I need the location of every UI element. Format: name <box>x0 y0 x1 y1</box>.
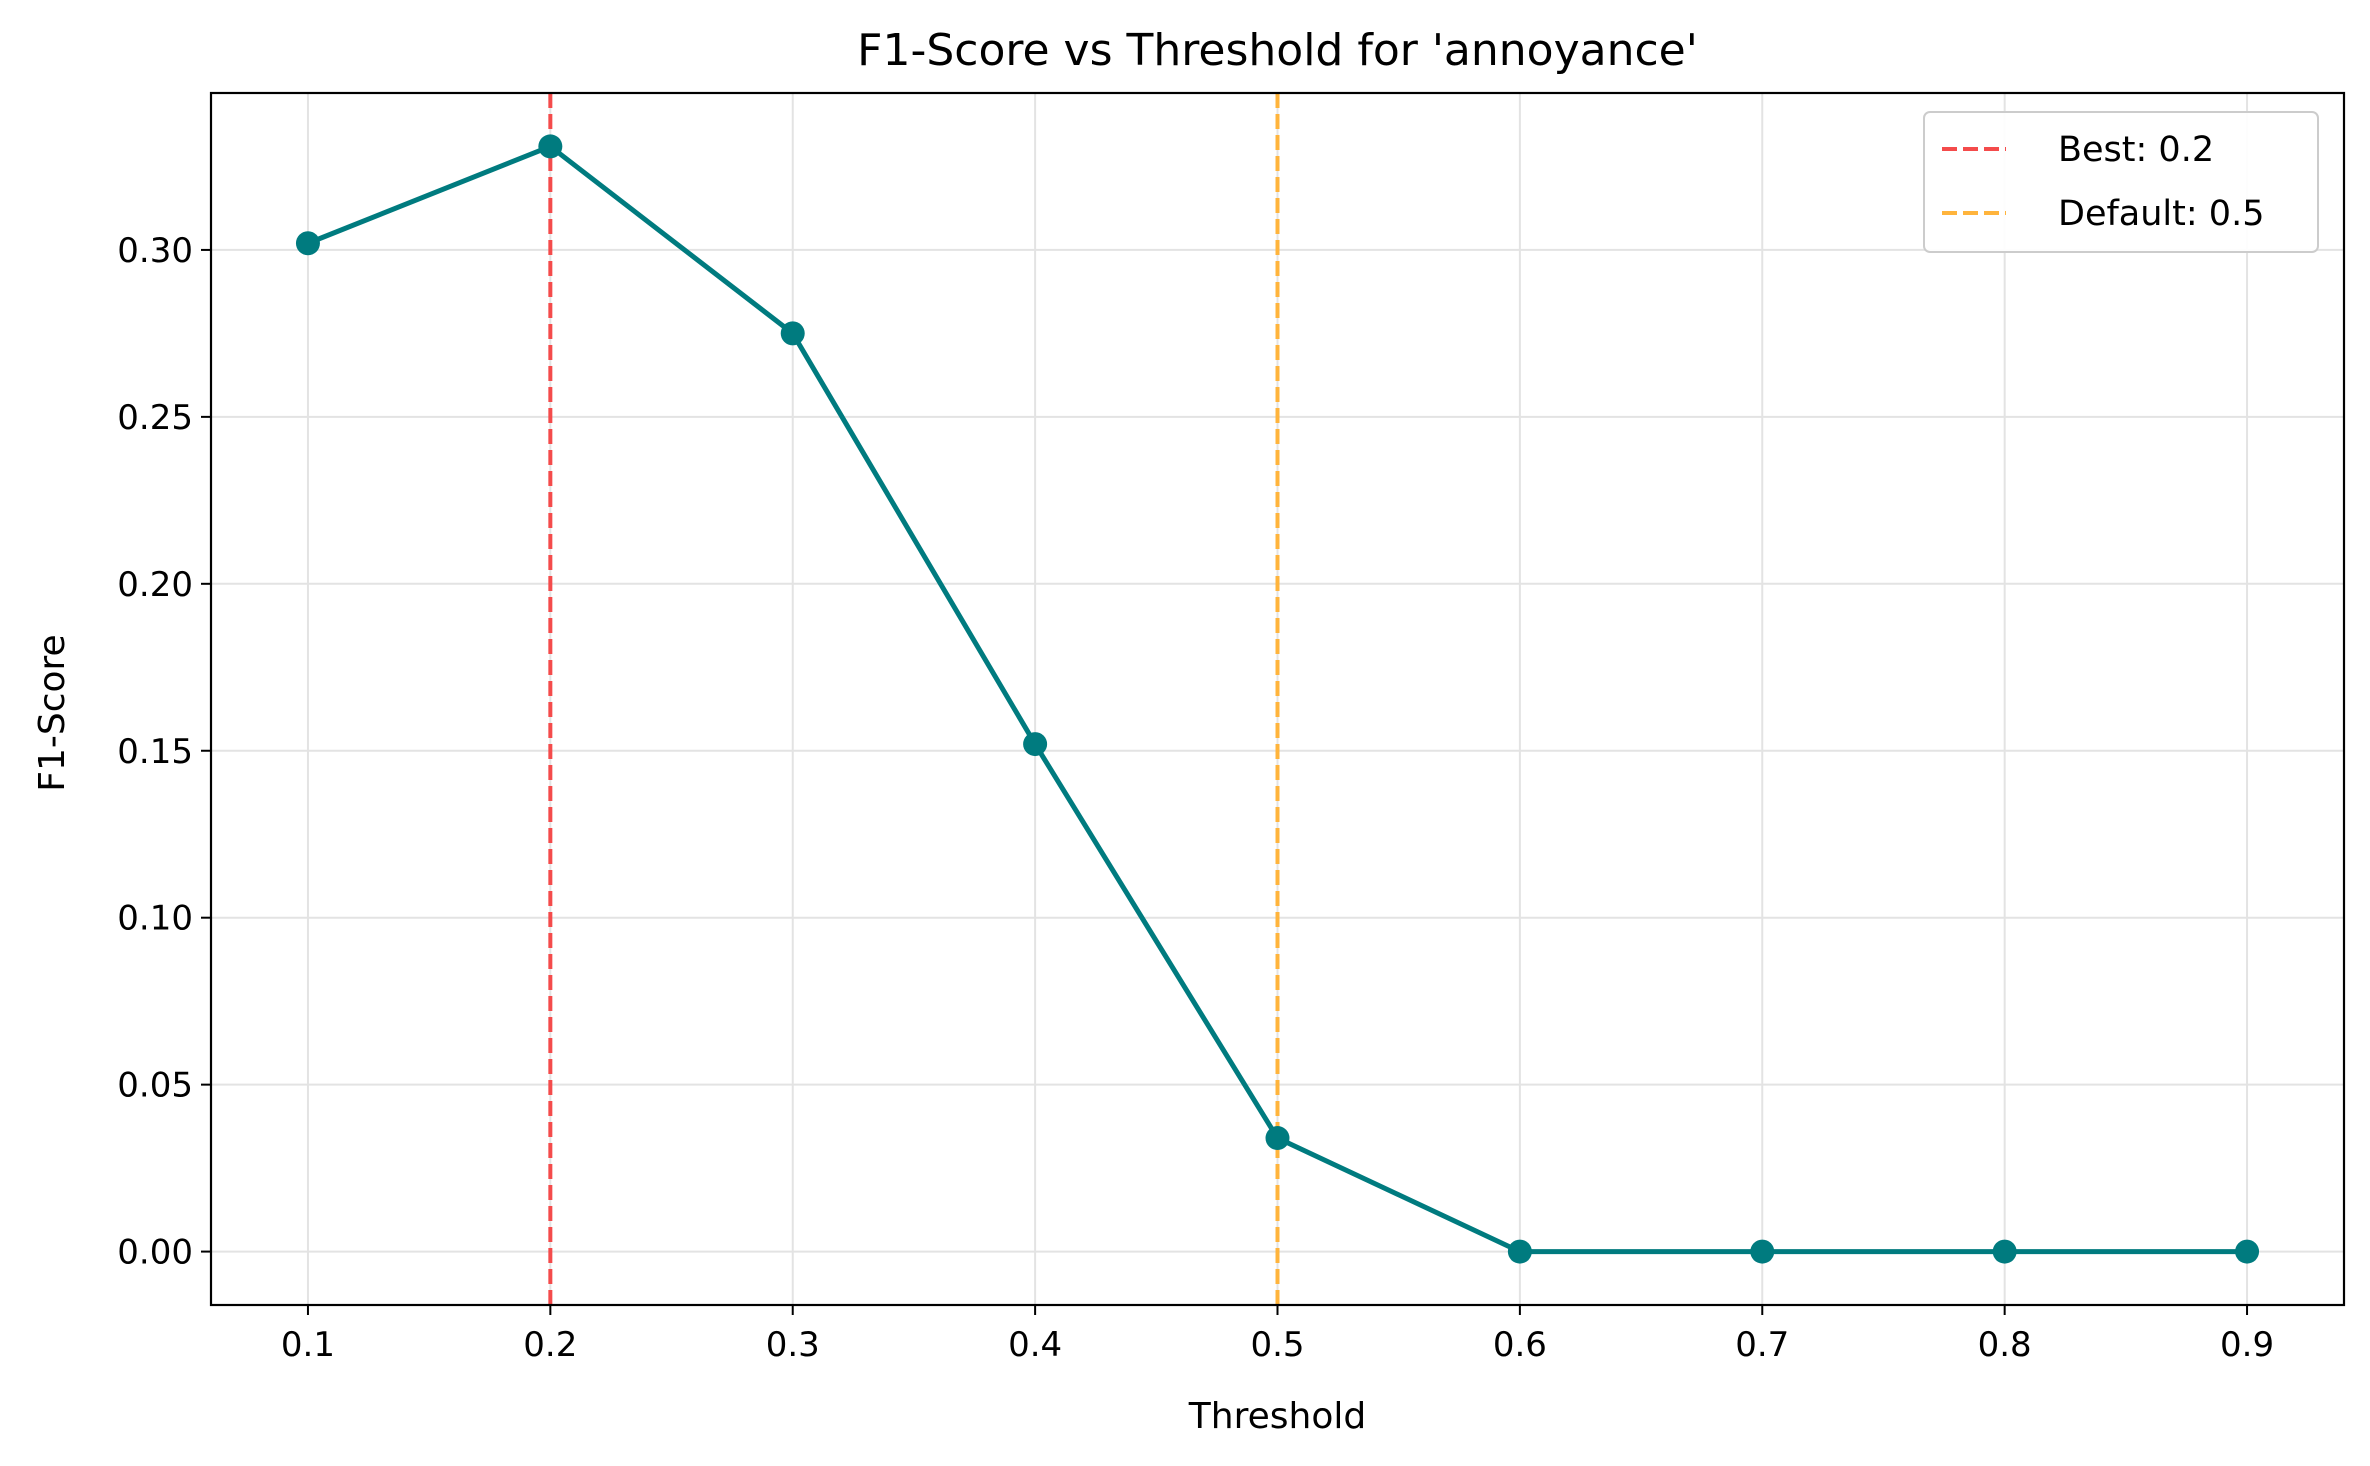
y-tick-label: 0.25 <box>117 398 193 438</box>
x-tick-label: 0.7 <box>1735 1325 1789 1365</box>
y-tick-label: 0.00 <box>117 1233 193 1273</box>
y-tick-label: 0.20 <box>117 565 193 605</box>
y-tick-label: 0.15 <box>117 732 193 772</box>
data-point <box>1023 732 1048 757</box>
legend-entry-label: Best: 0.2 <box>2058 130 2214 170</box>
x-axis-label: Threshold <box>1188 1396 1366 1437</box>
data-point <box>1750 1239 1775 1264</box>
data-point <box>295 231 320 256</box>
legend: Best: 0.2 Default: 0.5 <box>1923 111 2319 253</box>
y-tick-label: 0.05 <box>117 1066 193 1106</box>
y-axis-label: F1-Score <box>32 634 73 791</box>
data-point <box>1992 1239 2017 1264</box>
legend-entry-label: Default: 0.5 <box>2058 194 2264 234</box>
y-tick-label: 0.30 <box>117 231 193 271</box>
x-tick-label: 0.3 <box>766 1325 820 1365</box>
y-axis-ticks: 0.00 0.05 0.10 0.15 0.20 0.25 0.30 <box>117 231 211 1273</box>
x-tick-label: 0.8 <box>1978 1325 2032 1365</box>
data-point <box>1507 1239 1532 1264</box>
reference-lines <box>548 93 1280 1305</box>
data-point <box>2235 1239 2260 1264</box>
x-tick-label: 0.1 <box>281 1325 335 1365</box>
series <box>295 134 2260 1264</box>
chart-title: F1-Score vs Threshold for 'annoyance' <box>857 25 1698 76</box>
data-point <box>538 134 563 159</box>
x-tick-label: 0.4 <box>1008 1325 1062 1365</box>
y-tick-label: 0.10 <box>117 899 193 939</box>
data-point <box>1265 1126 1290 1151</box>
x-tick-label: 0.6 <box>1493 1325 1547 1365</box>
data-point <box>780 321 805 346</box>
legend-box <box>1923 111 2319 253</box>
x-tick-label: 0.2 <box>523 1325 577 1365</box>
x-axis-ticks: 0.1 0.2 0.3 0.4 0.5 0.6 0.7 0.8 0.9 <box>281 1305 2274 1365</box>
x-tick-label: 0.5 <box>1250 1325 1304 1365</box>
x-tick-label: 0.9 <box>2220 1325 2274 1365</box>
